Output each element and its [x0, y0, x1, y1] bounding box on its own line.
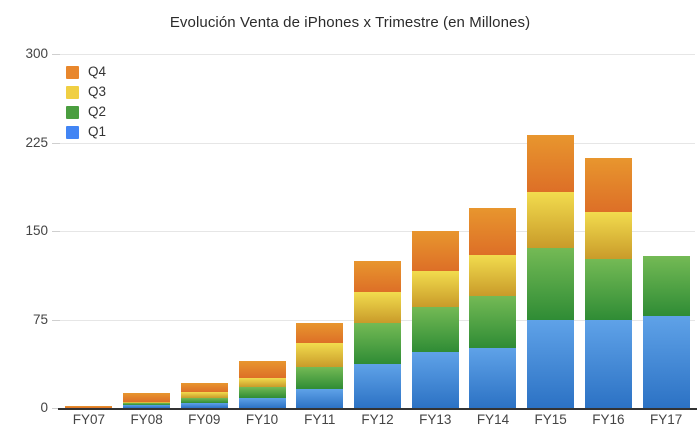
y-axis-tick-label: 0 [40, 400, 48, 415]
bar-segment-q1[interactable] [296, 388, 344, 408]
bar-fy10[interactable] [238, 360, 286, 408]
bar-fy17[interactable] [642, 255, 690, 408]
legend-label: Q3 [88, 84, 107, 100]
bar-segment-q4[interactable] [584, 157, 632, 212]
legend-item-q2[interactable]: Q2 [66, 103, 106, 121]
bar-segment-q1[interactable] [642, 315, 690, 408]
bar-segment-q2[interactable] [123, 403, 171, 406]
legend-item-q1[interactable]: Q1 [66, 123, 106, 141]
bar-fy08[interactable] [123, 392, 171, 409]
legend-swatch-icon [66, 65, 79, 79]
x-axis: FY07 FY08 FY09 FY10 FY11 FY12 FY13 FY14 FY15 FY16… [60, 412, 695, 437]
x-axis-tick-label: FY15 [534, 412, 567, 427]
x-axis-tick-label: FY10 [245, 412, 279, 427]
bar-fy11[interactable] [296, 322, 344, 408]
bar-segment-q4[interactable] [469, 208, 517, 255]
bar-segment-q1[interactable] [180, 402, 228, 408]
y-tick-mark [52, 231, 60, 232]
bar-fy09[interactable] [180, 383, 228, 408]
bar-segment-q2[interactable] [238, 387, 286, 398]
bar-segment-q2[interactable] [642, 255, 690, 316]
bar-segment-q4[interactable] [180, 383, 228, 393]
bar-fy12[interactable] [354, 260, 401, 409]
x-axis-tick-label: FY08 [130, 412, 163, 427]
chart-legend: Q4 Q3 Q2 Q1 [66, 63, 106, 143]
x-axis-tick-label: FY11 [304, 412, 336, 427]
gridline [60, 142, 695, 144]
chart-title: Evolución Venta de iPhones x Trimestre (… [169, 14, 531, 31]
bar-segment-q3[interactable] [527, 191, 575, 248]
y-tick-mark [52, 408, 60, 409]
y-axis-tick-label: 300 [25, 46, 48, 61]
bar-segment-q2[interactable] [180, 398, 228, 403]
bar-segment-q1[interactable] [527, 320, 575, 408]
bar-segment-q3[interactable] [123, 402, 171, 404]
bar-segment-q4[interactable] [123, 392, 171, 403]
x-axis-line [58, 408, 697, 410]
legend-swatch-icon [66, 85, 79, 99]
y-axis-tick-label: 150 [25, 223, 48, 238]
gridline [60, 231, 695, 232]
bar-segment-q3[interactable] [180, 392, 228, 399]
bar-fy14[interactable] [469, 208, 517, 408]
bar-segment-q1[interactable] [469, 347, 517, 408]
bar-segment-q4[interactable] [411, 230, 459, 271]
bar-segment-q1[interactable] [354, 364, 401, 408]
y-axis-tick-label: 75 [32, 311, 48, 327]
bar-segment-q2[interactable] [469, 296, 517, 348]
bar-segment-q3[interactable] [584, 211, 632, 260]
x-axis-tick-label: FY16 [592, 412, 625, 427]
bar-segment-q4[interactable] [238, 360, 286, 378]
bar-segment-q2[interactable] [354, 322, 401, 365]
y-axis-tick-label: 225 [25, 134, 48, 150]
bar-segment-q3[interactable] [354, 292, 401, 323]
legend-label: Q2 [88, 104, 107, 120]
bar-segment-q1[interactable] [584, 319, 632, 408]
legend-item-q3[interactable]: Q3 [66, 83, 106, 101]
bar-fy15[interactable] [527, 135, 575, 408]
bar-segment-q4[interactable] [296, 322, 344, 343]
plot-area [60, 54, 695, 409]
bar-segment-q2[interactable] [527, 247, 575, 321]
x-axis-tick-label: FY17 [649, 412, 683, 427]
bar-segment-q3[interactable] [411, 270, 459, 308]
bar-segment-q4[interactable] [354, 260, 401, 293]
y-axis: 0 75 150 225 300 [0, 0, 60, 437]
legend-swatch-icon [66, 125, 79, 139]
bar-segment-q1[interactable] [411, 351, 459, 408]
bar-fy13[interactable] [411, 230, 459, 408]
x-axis-tick-label: FY09 [188, 412, 221, 427]
bar-segment-q3[interactable] [296, 342, 344, 367]
bar-segment-q2[interactable] [584, 259, 632, 320]
bar-segment-q4[interactable] [527, 135, 575, 192]
bar-segment-q3[interactable] [238, 377, 286, 388]
bar-fy16[interactable] [584, 157, 632, 408]
gridline [60, 54, 695, 55]
legend-label: Q1 [88, 124, 107, 140]
x-axis-tick-label: FY12 [361, 412, 394, 427]
bar-segment-q3[interactable] [469, 254, 517, 297]
bar-segment-q2[interactable] [411, 307, 459, 352]
bar-segment-q1[interactable] [123, 405, 171, 409]
y-tick-mark [52, 54, 60, 55]
y-tick-mark [52, 142, 60, 144]
bar-segment-q2[interactable] [296, 366, 344, 389]
bar-segment-q4[interactable] [65, 406, 113, 408]
bar-segment-q1[interactable] [238, 397, 286, 408]
legend-swatch-icon [66, 105, 79, 119]
legend-item-q4[interactable]: Q4 [66, 63, 106, 81]
legend-label: Q4 [88, 64, 107, 80]
x-axis-tick-label: FY14 [476, 412, 510, 427]
x-axis-tick-label: FY13 [419, 412, 452, 427]
x-axis-tick-label: FY07 [72, 412, 105, 427]
y-tick-mark [52, 319, 60, 321]
